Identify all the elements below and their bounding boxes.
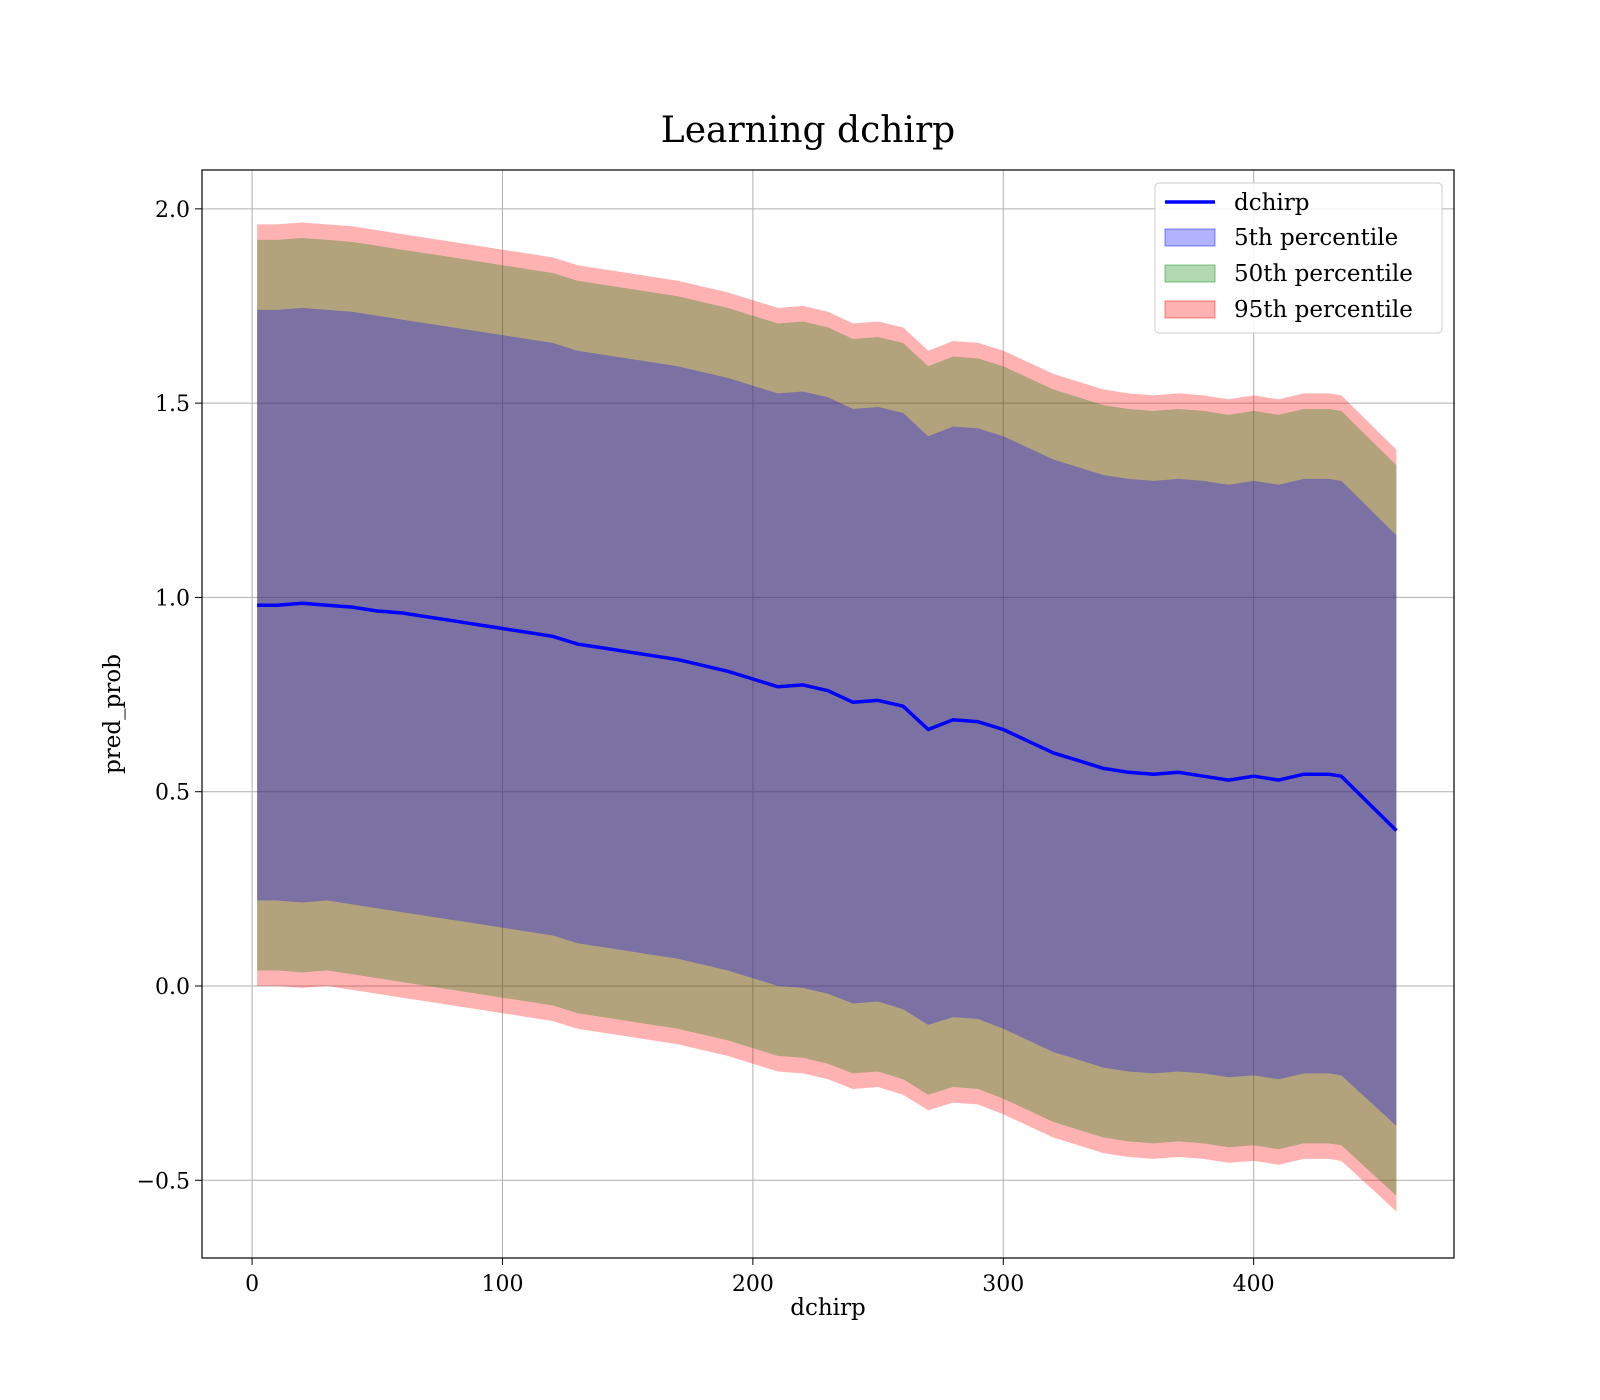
y-tick-label: 1.0 bbox=[155, 586, 190, 611]
x-tick-label: 400 bbox=[1233, 1272, 1275, 1297]
chart-title: Learning dchirp bbox=[661, 110, 955, 151]
plot-frame bbox=[201, 169, 1455, 1259]
legend-swatch-50th-percentile bbox=[1164, 264, 1216, 283]
x-tick-label: 100 bbox=[481, 1272, 523, 1297]
band-95th-percentile bbox=[257, 222, 1397, 1212]
legend-label-50th-percentile: 50th percentile bbox=[1234, 261, 1413, 287]
y-tick-label: −0.5 bbox=[137, 1169, 190, 1194]
legend-box bbox=[1154, 182, 1443, 334]
percentile-bands bbox=[257, 222, 1397, 1212]
x-tick-label: 200 bbox=[732, 1272, 774, 1297]
band-5th-percentile bbox=[257, 307, 1397, 1126]
y-axis-ticks: −0.5 0.0 0.5 1.0 1.5 2.0 bbox=[137, 198, 202, 1194]
legend-label-95th-percentile: 95th percentile bbox=[1234, 297, 1413, 323]
plot-area bbox=[202, 170, 1454, 1258]
y-tick-label: 2.0 bbox=[155, 198, 190, 223]
legend: dchirp 5th percentile 50th percentile 95… bbox=[1154, 182, 1443, 334]
grid bbox=[202, 170, 1454, 1258]
band-50th-percentile bbox=[257, 238, 1397, 1196]
legend-swatch-95th-percentile bbox=[1164, 300, 1216, 319]
legend-swatch-5th-percentile bbox=[1164, 228, 1216, 247]
y-axis-label: pred_prob bbox=[100, 654, 126, 774]
y-tick-label: 0.5 bbox=[155, 781, 190, 806]
x-tick-label: 0 bbox=[245, 1272, 259, 1297]
legend-label-5th-percentile: 5th percentile bbox=[1234, 225, 1398, 251]
x-tick-label: 300 bbox=[982, 1272, 1024, 1297]
x-axis-ticks: 0 100 200 300 400 bbox=[245, 1258, 1275, 1297]
line-dchirp bbox=[257, 601, 1398, 832]
x-axis-label: dchirp bbox=[790, 1295, 866, 1321]
y-tick-label: 1.5 bbox=[155, 392, 190, 417]
series-lines bbox=[257, 601, 1398, 832]
y-tick-label: 0.0 bbox=[155, 975, 190, 1000]
legend-label-dchirp: dchirp bbox=[1234, 190, 1310, 216]
